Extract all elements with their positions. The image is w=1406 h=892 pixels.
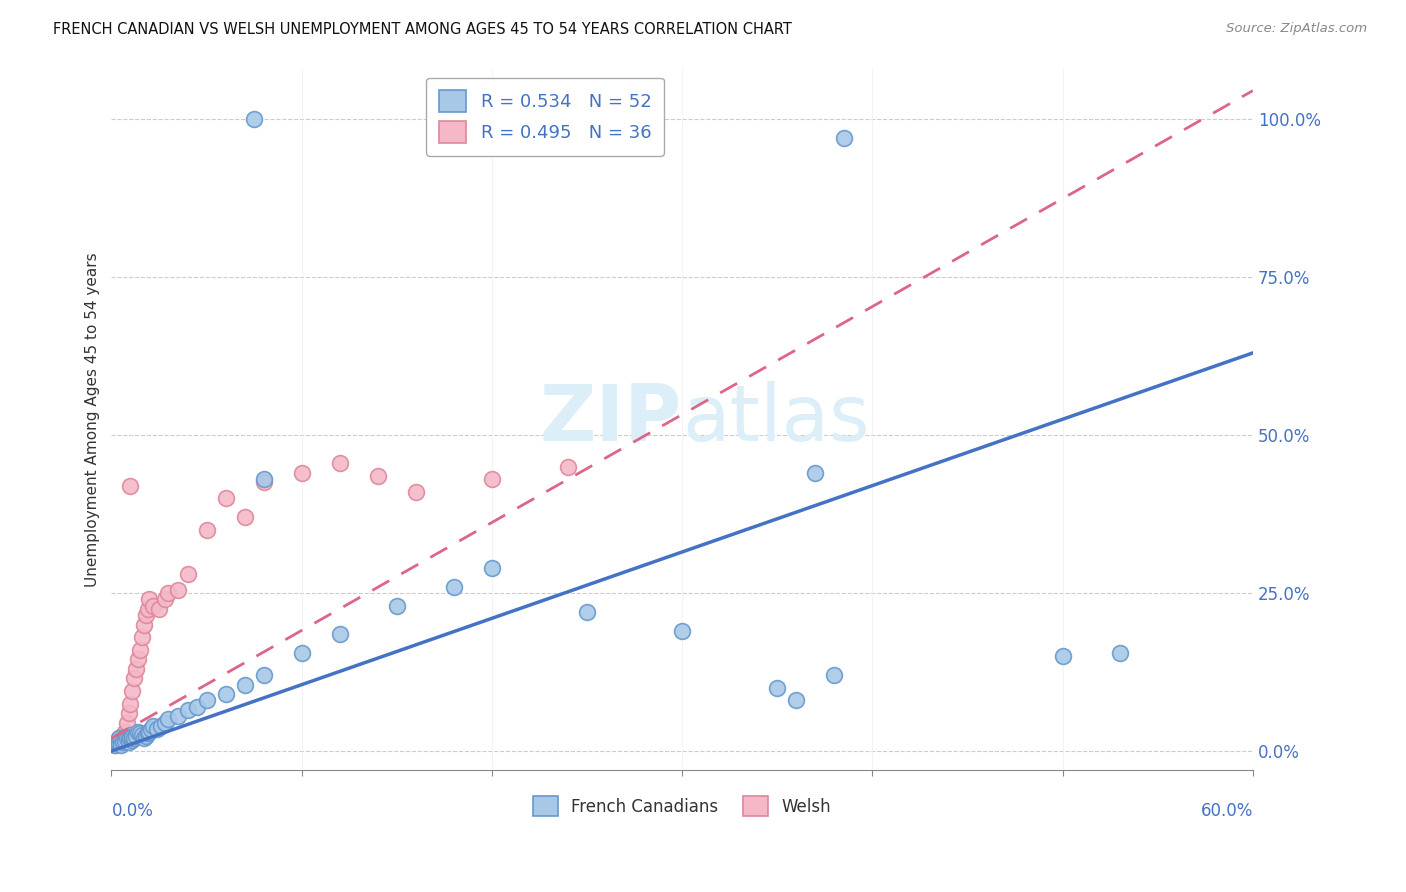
Point: [443, 580, 465, 594]
Point: [115, 715, 138, 730]
Point: [136, 726, 159, 740]
Point: [367, 469, 389, 483]
Point: [671, 624, 693, 638]
Point: [823, 668, 845, 682]
Point: [291, 646, 314, 660]
Point: [195, 523, 218, 537]
Point: [110, 732, 132, 747]
Point: [110, 738, 132, 752]
Point: [131, 728, 153, 742]
Text: atlas: atlas: [682, 381, 870, 458]
Point: [142, 719, 165, 733]
Point: [576, 605, 599, 619]
Point: [110, 732, 132, 747]
Text: FRENCH CANADIAN VS WELSH UNEMPLOYMENT AMONG AGES 45 TO 54 YEARS CORRELATION CHAR: FRENCH CANADIAN VS WELSH UNEMPLOYMENT AM…: [53, 22, 793, 37]
Point: [111, 734, 134, 748]
Point: [785, 693, 807, 707]
Point: [104, 738, 127, 752]
Point: [111, 728, 134, 742]
Point: [153, 592, 176, 607]
Point: [117, 706, 139, 720]
Point: [1108, 646, 1130, 660]
Point: [122, 731, 145, 746]
Point: [135, 729, 157, 743]
Point: [131, 630, 153, 644]
Point: [105, 734, 128, 748]
Point: [125, 729, 148, 743]
Point: [832, 131, 855, 145]
Point: [120, 697, 142, 711]
Point: [136, 602, 159, 616]
Point: [146, 722, 169, 736]
Point: [481, 472, 503, 486]
Point: [157, 586, 180, 600]
Point: [108, 736, 131, 750]
Legend: French Canadians, Welsh: French Canadians, Welsh: [524, 788, 839, 825]
Point: [329, 627, 352, 641]
Point: [291, 466, 314, 480]
Point: [186, 699, 208, 714]
Point: [135, 608, 157, 623]
Point: [243, 112, 266, 126]
Point: [120, 478, 142, 492]
Point: [129, 726, 152, 740]
Point: [176, 703, 198, 717]
Point: [120, 731, 142, 745]
Point: [167, 582, 190, 597]
Point: [127, 725, 149, 739]
Point: [149, 719, 172, 733]
Point: [105, 734, 128, 748]
Text: Source: ZipAtlas.com: Source: ZipAtlas.com: [1226, 22, 1367, 36]
Point: [329, 457, 352, 471]
Point: [115, 731, 138, 746]
Text: 60.0%: 60.0%: [1201, 802, 1253, 820]
Point: [233, 678, 256, 692]
Point: [138, 592, 160, 607]
Point: [214, 687, 236, 701]
Point: [153, 715, 176, 730]
Point: [138, 725, 160, 739]
Point: [1052, 649, 1074, 664]
Point: [233, 510, 256, 524]
Point: [120, 728, 142, 742]
Point: [121, 730, 143, 744]
Point: [385, 599, 408, 613]
Point: [132, 731, 155, 746]
Point: [804, 466, 827, 480]
Point: [122, 671, 145, 685]
Point: [132, 617, 155, 632]
Point: [157, 713, 180, 727]
Text: ZIP: ZIP: [540, 381, 682, 458]
Point: [125, 662, 148, 676]
Point: [481, 561, 503, 575]
Point: [114, 730, 136, 744]
Point: [141, 722, 163, 736]
Point: [117, 732, 139, 747]
Point: [195, 693, 218, 707]
Point: [121, 684, 143, 698]
Point: [405, 484, 427, 499]
Point: [148, 602, 170, 616]
Point: [108, 731, 131, 746]
Point: [117, 734, 139, 748]
Point: [167, 709, 190, 723]
Y-axis label: Unemployment Among Ages 45 to 54 years: Unemployment Among Ages 45 to 54 years: [86, 252, 100, 587]
Text: 0.0%: 0.0%: [111, 802, 153, 820]
Point: [127, 652, 149, 666]
Point: [129, 643, 152, 657]
Point: [108, 731, 131, 746]
Point: [121, 732, 143, 747]
Point: [214, 491, 236, 506]
Point: [252, 472, 274, 486]
Point: [104, 738, 127, 752]
Point: [766, 681, 789, 695]
Point: [252, 475, 274, 490]
Point: [176, 567, 198, 582]
Point: [252, 668, 274, 682]
Point: [114, 734, 136, 748]
Point: [557, 459, 579, 474]
Point: [142, 599, 165, 613]
Point: [114, 725, 136, 739]
